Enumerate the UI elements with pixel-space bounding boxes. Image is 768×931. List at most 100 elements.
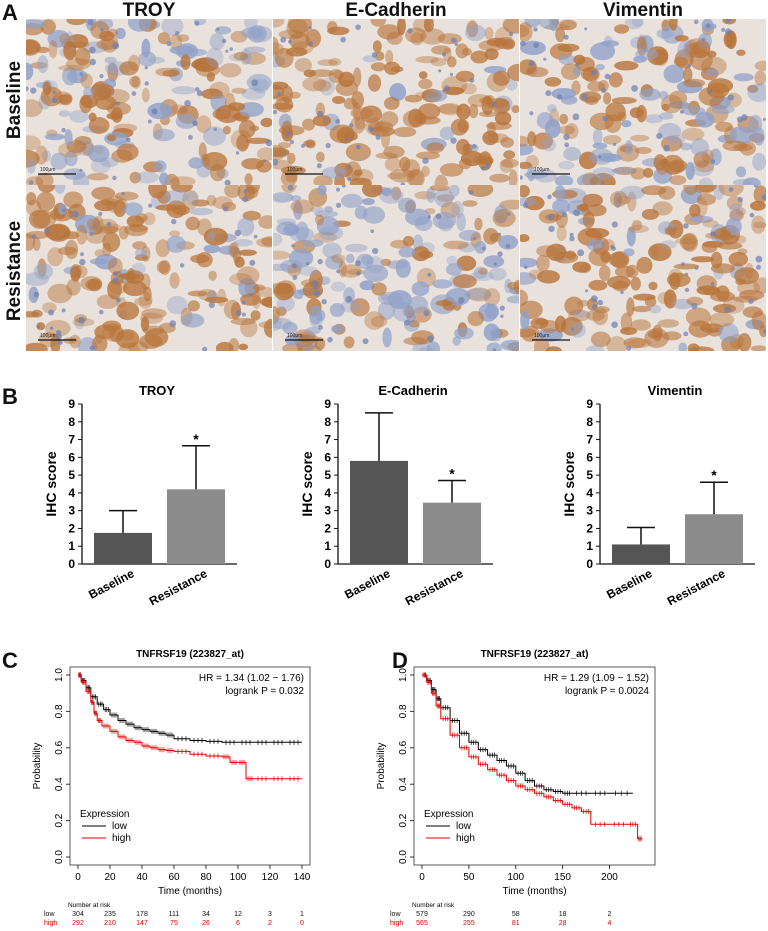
x-tick-label: 0 (419, 872, 425, 883)
y-tick-label: 1 (68, 539, 75, 553)
legend-label-high: high (456, 833, 475, 844)
y-tick-label: 1.0 (54, 668, 65, 682)
y-tick-label: 1 (324, 539, 331, 553)
y-tick-label: 9 (586, 397, 593, 411)
y-tick-label: 7 (68, 433, 75, 447)
ihc-image-resistance-vimentin (520, 185, 766, 351)
significance-marker: * (193, 431, 199, 447)
bar-baseline (350, 460, 408, 564)
risk-count: 565 (416, 920, 428, 927)
y-tick-label: 0.0 (398, 850, 409, 864)
category-label: Baseline (86, 566, 136, 602)
y-tick-label: 2 (324, 521, 331, 535)
x-tick-label: 50 (463, 872, 475, 883)
x-axis-label: Time (months) (158, 886, 222, 897)
risk-count: 255 (463, 920, 475, 927)
bar-baseline (612, 544, 670, 564)
logrank-p-text: logrank P = 0.0024 (565, 686, 649, 697)
risk-table-header: Number at risk (412, 902, 455, 909)
risk-count: 210 (104, 920, 116, 927)
y-tick-label: 4 (68, 486, 75, 500)
km-chart-d: TNFRSF19 (223827_at) 0 50 100 150 200 0.0 0.2 0.… (376, 649, 656, 927)
y-tick-label: 0.8 (398, 704, 409, 718)
bar-resistance (167, 489, 225, 564)
risk-count: 2 (268, 920, 272, 927)
column-title-e-cadherin: E-Cadherin (345, 0, 447, 21)
hazard-ratio-text: HR = 1.34 (1.02 − 1.76) (199, 673, 304, 684)
ihc-image-baseline-e-cadherin (273, 19, 519, 185)
row-title-baseline: Baseline (4, 60, 25, 140)
bar-chart-title: E-Cadherin (378, 383, 447, 398)
risk-count: 235 (104, 911, 116, 918)
bar-charts: TROY 0 1 2 3 4 5 6 7 8 9 IHC score Baseline * Resistan… (43, 383, 755, 608)
y-tick-label: 8 (324, 415, 331, 429)
y-tick-label: 5 (68, 468, 75, 482)
y-tick-label: 0 (68, 557, 75, 571)
y-tick-label: 0.0 (54, 850, 65, 864)
x-tick-label: 60 (168, 872, 180, 883)
scale-bar-label: 100μm (287, 167, 303, 173)
x-tick-label: 0 (75, 872, 81, 883)
y-tick-label: 3 (68, 504, 75, 518)
x-tick-label: 200 (601, 872, 618, 883)
risk-row-label-high: high (390, 920, 403, 927)
y-axis-label: IHC score (299, 451, 315, 517)
y-tick-label: 0 (324, 557, 331, 571)
y-axis-label: IHC score (43, 451, 59, 517)
y-axis-label: IHC score (561, 451, 577, 517)
ihc-image-baseline-vimentin (520, 19, 766, 185)
risk-count: 0 (300, 920, 304, 927)
risk-count: 18 (559, 911, 567, 918)
x-axis-label: Time (months) (502, 886, 566, 897)
bar-baseline (94, 532, 152, 564)
x-tick-label: 140 (294, 872, 311, 883)
panel-d-letter: D (392, 648, 408, 673)
ihc-image-baseline-troy (26, 19, 272, 185)
x-tick-label: 80 (200, 872, 212, 883)
risk-count: 292 (72, 920, 84, 927)
significance-marker: * (449, 465, 455, 481)
survival-charts: TNFRSF19 (223827_at)0 20 40 60 80 100 120 1400.… (32, 649, 656, 927)
legend-title: Expression (80, 809, 129, 820)
scale-bar-label: 100μm (40, 167, 56, 173)
y-tick-label: 9 (68, 397, 75, 411)
risk-count: 6 (236, 920, 240, 927)
risk-row-label-low: low (44, 911, 55, 918)
y-tick-label: 3 (586, 504, 593, 518)
km-chart-c: TNFRSF19 (223827_at)0 20 40 60 80 100 120 1400.… (32, 649, 311, 927)
significance-marker: * (711, 467, 717, 483)
legend-title: Expression (424, 809, 473, 820)
y-tick-label: 2 (68, 521, 75, 535)
plot-frame (69, 666, 311, 866)
x-tick-label: 120 (262, 872, 279, 883)
legend-label-high: high (112, 833, 131, 844)
bar-resistance (685, 514, 743, 564)
y-tick-label: 5 (324, 468, 331, 482)
column-title-troy: TROY (122, 0, 176, 21)
y-tick-label: 2 (586, 521, 593, 535)
risk-count: 12 (234, 911, 242, 918)
risk-count: 178 (136, 911, 148, 918)
risk-count: 147 (136, 920, 148, 927)
row-title-resistance: Resistance (4, 220, 25, 322)
scale-bar-label: 100μm (40, 333, 56, 339)
risk-count: 290 (463, 911, 475, 918)
x-tick-label: 100 (507, 872, 524, 883)
risk-count: 3 (268, 911, 272, 918)
risk-count: 58 (512, 911, 520, 918)
panel-a-letter: A (2, 0, 18, 25)
x-tick-label: 100 (230, 872, 247, 883)
y-tick-label: 6 (68, 450, 75, 464)
ihc-image-resistance-troy (26, 185, 272, 351)
risk-count: 26 (202, 920, 210, 927)
y-tick-label: 6 (324, 450, 331, 464)
risk-count: 111 (169, 911, 180, 918)
bar-chart-title: Vimentin (648, 383, 703, 398)
panel-c-letter: C (2, 648, 18, 673)
risk-count: 75 (170, 920, 178, 927)
plot-frame (413, 666, 656, 866)
risk-count: 304 (72, 911, 84, 918)
hazard-ratio-text: HR = 1.29 (1.09 − 1.52) (544, 673, 649, 684)
y-tick-label: 0.4 (398, 777, 409, 791)
bar-chart-e-cadherin: E-Cadherin 0 1 2 3 4 5 6 7 8 9 IHC score Baseline * Re… (299, 383, 493, 608)
